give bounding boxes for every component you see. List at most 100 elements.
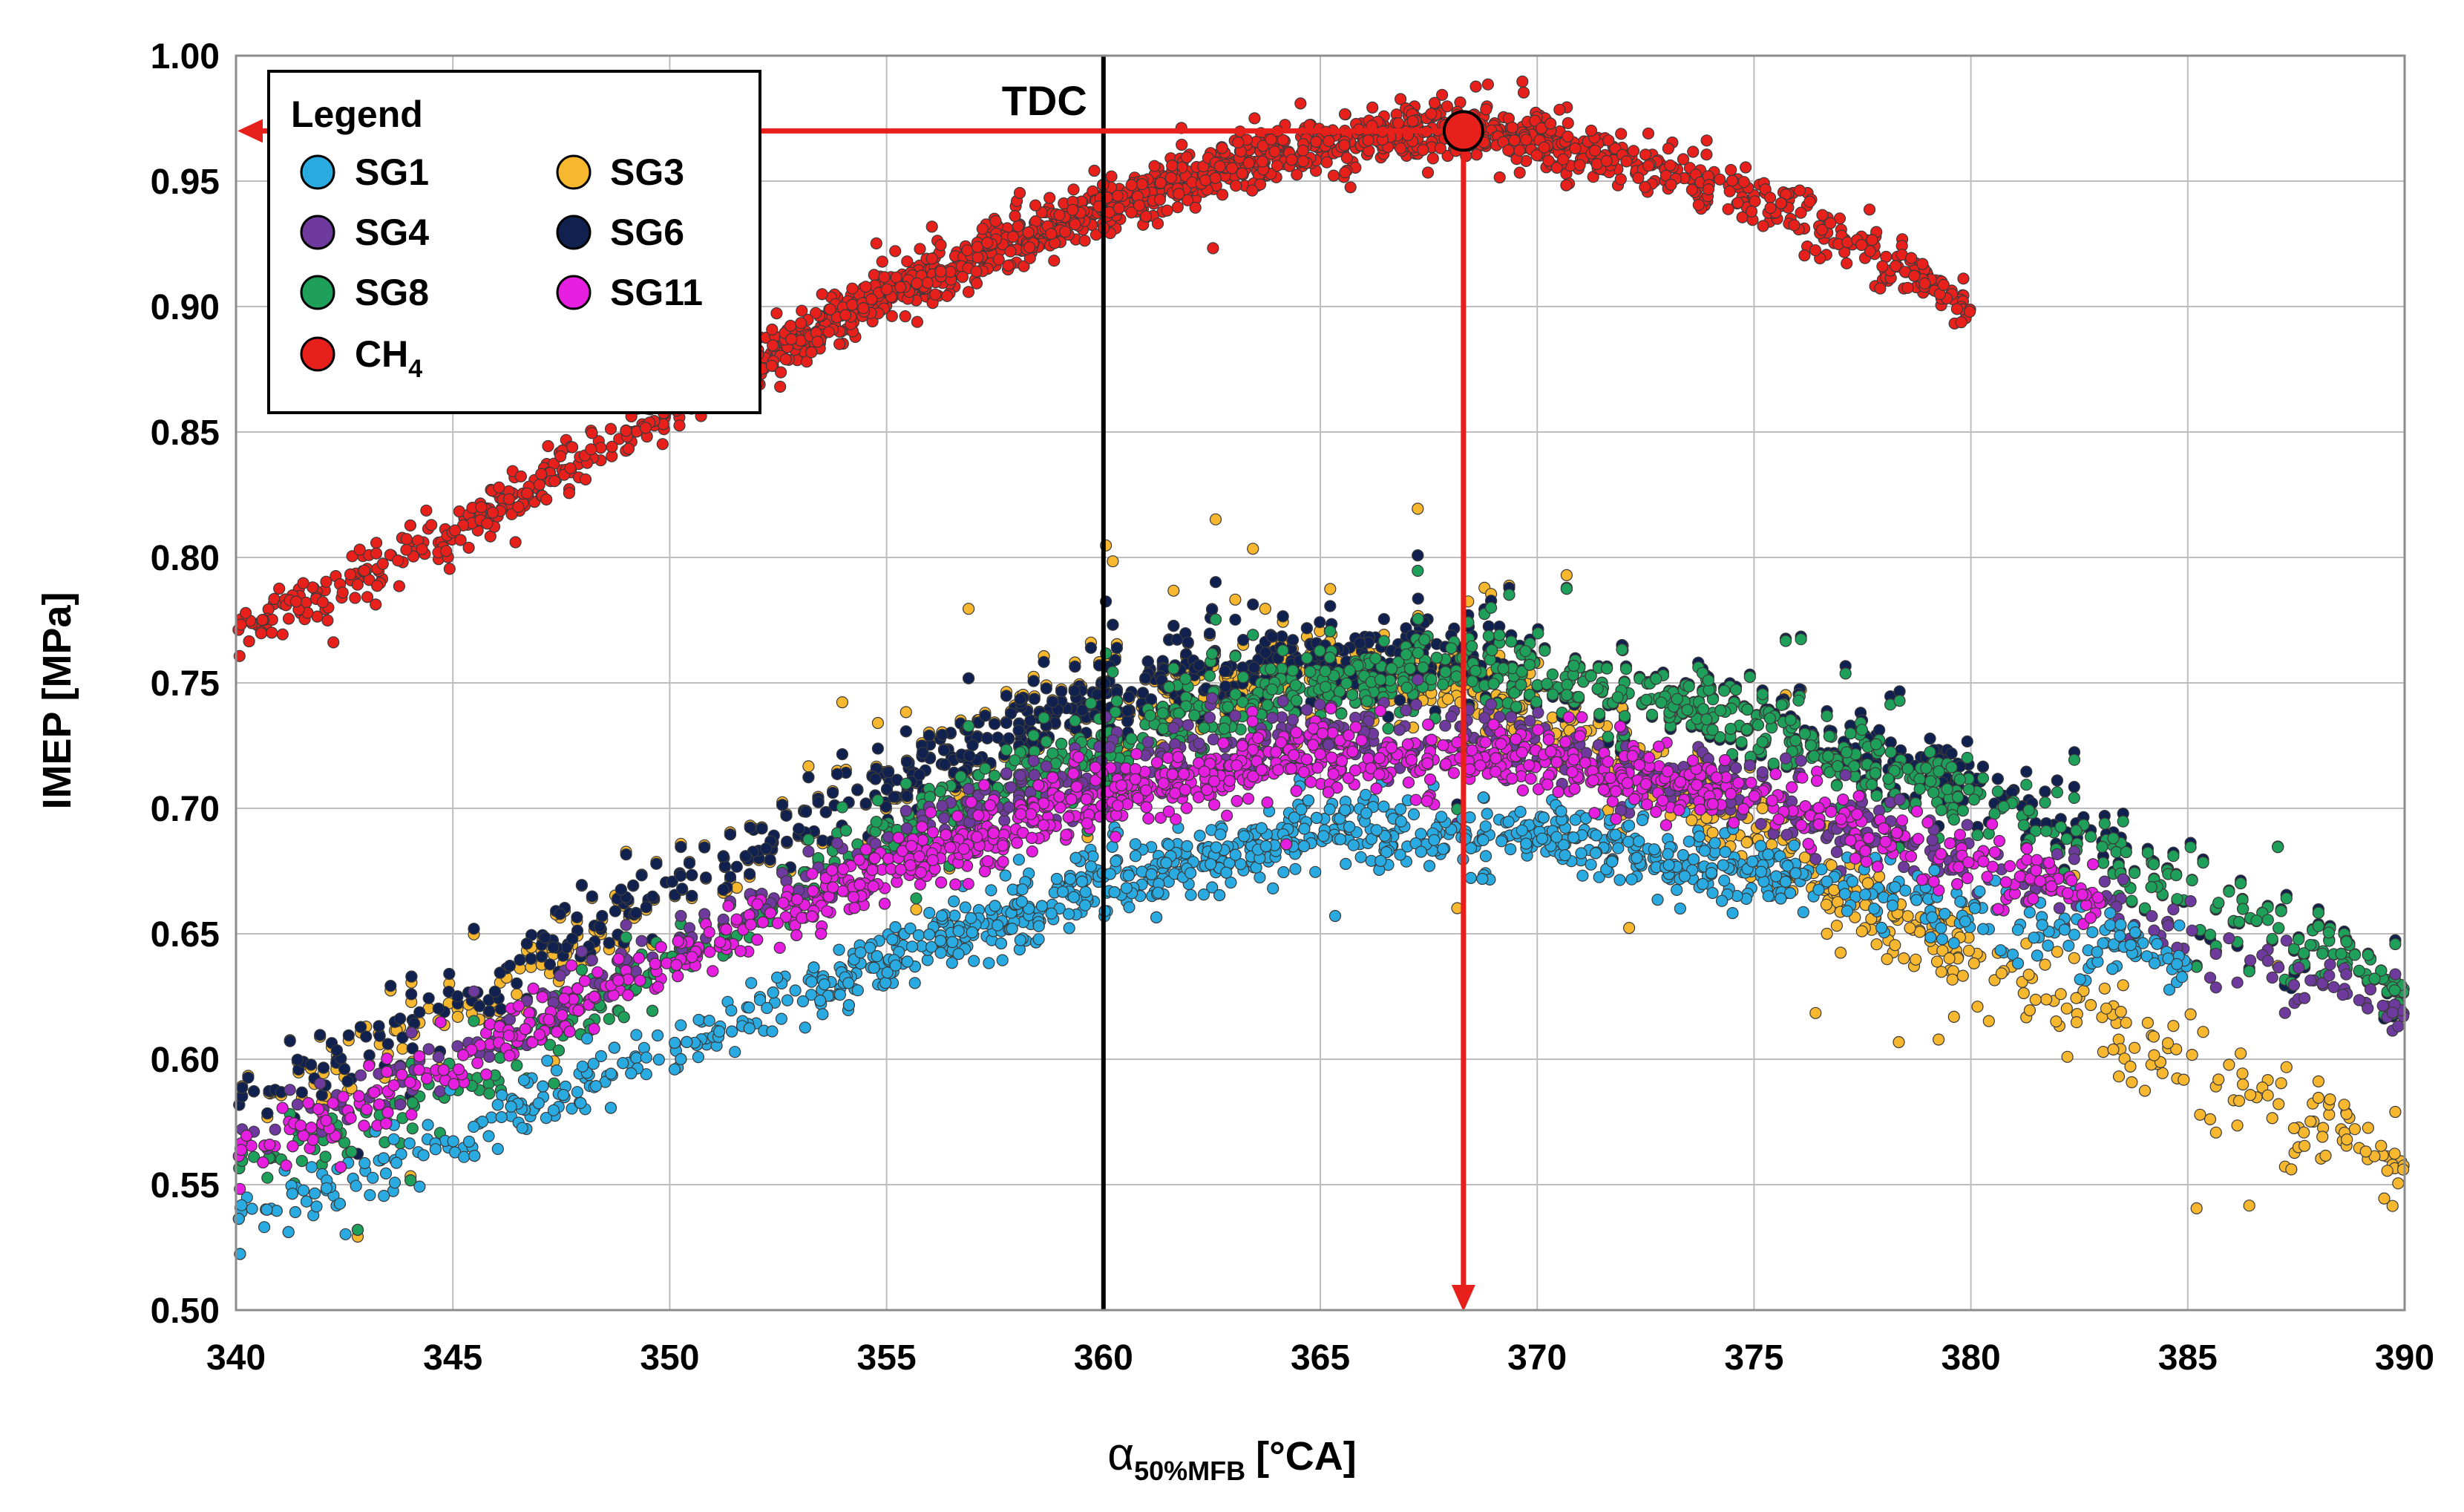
- point: [1340, 151, 1354, 164]
- point: [566, 441, 579, 454]
- point: [1866, 234, 1878, 246]
- point: [1740, 836, 1753, 849]
- point: [1048, 255, 1061, 267]
- point: [1562, 130, 1574, 143]
- point: [846, 298, 859, 311]
- point: [462, 541, 475, 554]
- point: [297, 577, 309, 589]
- point: [1392, 117, 1405, 130]
- point: [1139, 672, 1152, 684]
- point: [338, 1062, 351, 1076]
- point: [1893, 1035, 1905, 1049]
- point: [2040, 993, 2053, 1006]
- point: [1006, 230, 1020, 243]
- point: [1820, 898, 1832, 911]
- point: [1687, 145, 1700, 158]
- point: [1569, 142, 1582, 155]
- point: [566, 932, 579, 945]
- point: [256, 613, 269, 626]
- point: [2186, 1048, 2198, 1061]
- point: [1725, 163, 1737, 177]
- point: [2129, 866, 2141, 880]
- point: [511, 977, 523, 990]
- point: [1950, 303, 1963, 315]
- point: [1310, 135, 1323, 148]
- point: [2050, 1015, 2062, 1028]
- point: [1207, 242, 1219, 255]
- point: [2273, 1098, 2285, 1110]
- point: [1901, 281, 1914, 294]
- point: [1136, 178, 1148, 191]
- point: [393, 1012, 407, 1025]
- point: [2085, 831, 2097, 843]
- point: [2388, 1148, 2401, 1160]
- point: [911, 315, 924, 328]
- point: [2085, 998, 2097, 1012]
- point: [1588, 144, 1602, 157]
- point: [1294, 97, 1307, 110]
- point: [2051, 774, 2063, 787]
- point: [857, 302, 870, 315]
- point: [1164, 171, 1177, 184]
- point: [1271, 160, 1284, 172]
- point: [899, 310, 911, 323]
- point: [770, 307, 783, 320]
- point: [586, 890, 598, 903]
- point: [1793, 184, 1806, 197]
- point: [1700, 148, 1713, 161]
- point: [1038, 655, 1050, 668]
- point: [992, 731, 1004, 744]
- point: [2223, 1058, 2235, 1071]
- point: [392, 554, 404, 567]
- point: [1323, 134, 1335, 148]
- point: [1068, 684, 1081, 697]
- point: [1018, 260, 1030, 272]
- point: [1199, 174, 1212, 186]
- point: [1121, 715, 1134, 727]
- point: [1874, 282, 1887, 295]
- point: [971, 251, 984, 264]
- point: [2070, 992, 2083, 1004]
- point: [901, 255, 914, 268]
- point: [2359, 1145, 2372, 1158]
- point: [1839, 667, 1852, 680]
- point: [554, 450, 567, 462]
- point: [2097, 1045, 2109, 1058]
- point: [2126, 894, 2138, 907]
- point: [1749, 195, 1761, 208]
- point: [1910, 953, 1922, 966]
- point: [1809, 1007, 1822, 1019]
- point: [1513, 144, 1526, 157]
- point: [962, 672, 975, 684]
- point: [420, 504, 433, 517]
- point: [512, 500, 525, 514]
- point: [1855, 238, 1868, 252]
- point: [776, 799, 789, 811]
- point: [2236, 1067, 2249, 1080]
- point: [2017, 986, 2030, 1000]
- point: [1300, 622, 1314, 635]
- point: [1614, 173, 1627, 186]
- point: [784, 319, 797, 332]
- point: [1426, 152, 1439, 165]
- point: [1167, 584, 1180, 597]
- point: [2389, 1105, 2402, 1119]
- point: [1502, 144, 1515, 157]
- point: [1775, 197, 1787, 209]
- point: [686, 868, 698, 881]
- point: [1105, 170, 1118, 183]
- point: [370, 547, 383, 560]
- point: [816, 288, 828, 301]
- point: [242, 1071, 255, 1084]
- point: [1297, 155, 1310, 168]
- point: [1916, 258, 1929, 270]
- point: [1961, 751, 1973, 765]
- point: [836, 801, 849, 814]
- point: [1967, 957, 1980, 970]
- point: [796, 304, 808, 317]
- point: [1542, 154, 1555, 167]
- point: [2341, 1133, 2353, 1146]
- point: [1585, 124, 1598, 137]
- point: [1144, 693, 1158, 706]
- point: [1873, 870, 1886, 883]
